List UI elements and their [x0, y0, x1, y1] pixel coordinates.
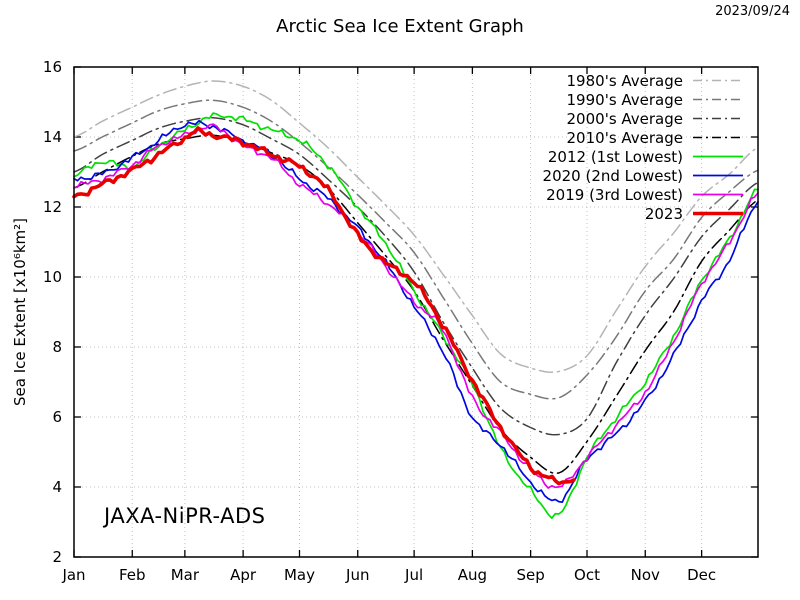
- y-tick-label-2: 2: [52, 548, 62, 566]
- series-line-4: [73, 134, 759, 475]
- x-tick-label-feb: Feb: [118, 566, 146, 584]
- legend-line-sample: [693, 211, 743, 216]
- y-tick-label-4: 4: [52, 478, 62, 496]
- legend-item-7: 2019 (3rd Lowest): [0, 185, 744, 204]
- legend-item-8: 2023: [0, 204, 744, 223]
- x-tick-label-jul: Jul: [405, 566, 424, 584]
- y-tick-label-8: 8: [52, 338, 62, 356]
- legend-line-sample: [693, 174, 743, 177]
- legend-line-sample: [693, 117, 743, 120]
- legend: 1980's Average 1990's Average 2000's Avera…: [0, 71, 744, 223]
- legend-label: 2000's Average: [566, 109, 683, 128]
- legend-item-5: 2012 (1st Lowest): [0, 147, 744, 166]
- series-line-8: [72, 126, 576, 486]
- x-tick-label-sep: Sep: [516, 566, 545, 584]
- x-tick-label-oct: Oct: [574, 566, 600, 584]
- chart-title: Arctic Sea Ice Extent Graph: [276, 16, 524, 37]
- legend-label: 2020 (2nd Lowest): [542, 166, 683, 185]
- legend-label: 1980's Average: [566, 71, 683, 90]
- series-line-6: [73, 119, 759, 504]
- legend-label: 2023: [644, 204, 683, 223]
- x-tick-label-nov: Nov: [630, 566, 660, 584]
- series-line-5: [73, 112, 759, 520]
- y-tick-label-6: 6: [52, 408, 62, 426]
- legend-label: 2012 (1st Lowest): [547, 147, 683, 166]
- x-tick-label-may: May: [283, 566, 315, 584]
- legend-label: 2019 (3rd Lowest): [546, 185, 683, 204]
- x-tick-label-jun: Jun: [346, 566, 370, 584]
- legend-label: 1990's Average: [566, 90, 683, 109]
- legend-line-sample: [693, 193, 743, 196]
- x-tick-label-mar: Mar: [170, 566, 200, 584]
- y-tick-label-10: 10: [42, 268, 62, 286]
- x-tick-label-dec: Dec: [687, 566, 717, 584]
- legend-line-sample: [693, 155, 743, 158]
- series-line-3: [73, 116, 759, 436]
- legend-item-2: 1990's Average: [0, 90, 744, 109]
- y-tick-label-14: 14: [42, 128, 62, 146]
- series-line-2: [73, 99, 759, 400]
- legend-line-sample: [693, 136, 743, 139]
- legend-label: 2010's Average: [566, 128, 683, 147]
- legend-item-4: 2010's Average: [0, 128, 744, 147]
- date-label: 2023/09/24: [715, 4, 790, 19]
- series-line-1: [73, 80, 759, 373]
- legend-item-6: 2020 (2nd Lowest): [0, 166, 744, 185]
- legend-item-3: 2000's Average: [0, 109, 744, 128]
- y-tick-label-12: 12: [42, 198, 62, 216]
- x-tick-label-aug: Aug: [457, 566, 487, 584]
- legend-line-sample: [693, 79, 743, 82]
- legend-line-sample: [693, 98, 743, 101]
- x-tick-label-jan: Jan: [62, 566, 86, 584]
- y-tick-label-16: 16: [42, 58, 62, 76]
- legend-item-1: 1980's Average: [0, 71, 744, 90]
- x-tick-label-apr: Apr: [230, 566, 257, 584]
